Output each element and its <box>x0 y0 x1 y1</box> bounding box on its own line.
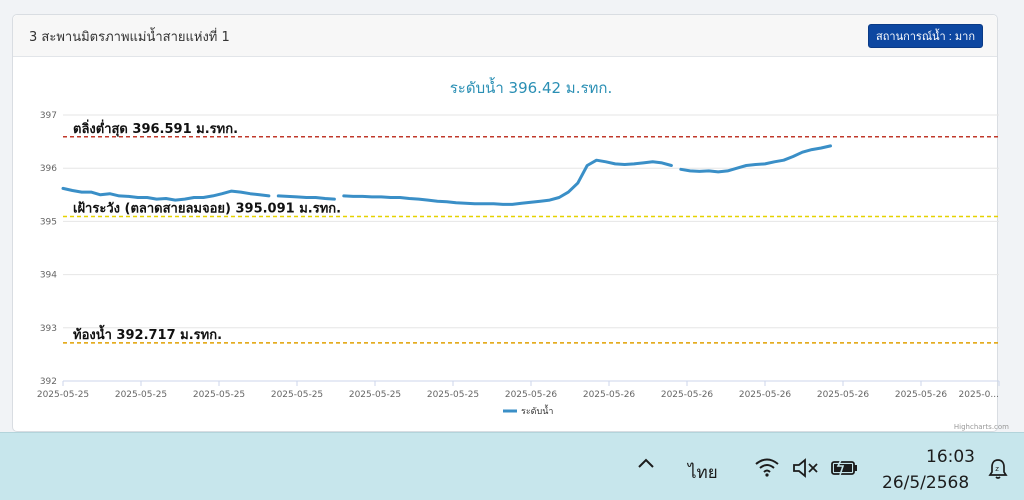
battery-icon[interactable] <box>830 457 860 481</box>
legend-label[interactable]: ระดับน้ำ <box>521 404 553 417</box>
chevron-up-icon[interactable] <box>636 455 656 474</box>
card-header: 3 สะพานมิตรภาพแม่น้ำสายแห่งที่ 1 สถานการ… <box>13 15 997 57</box>
chart-title: ระดับน้ำ 396.42 ม.รทก. <box>450 77 613 97</box>
x-tick-label: 2025-05-25 <box>349 390 401 400</box>
y-tick-label: 397 <box>40 111 57 121</box>
water-status-button[interactable]: สถานการณ์น้ำ : มาก <box>868 24 983 48</box>
clock-time[interactable]: 16:03 <box>926 447 975 467</box>
water-level-card: 3 สะพานมิตรภาพแม่น้ำสายแห่งที่ 1 สถานการ… <box>12 14 1009 432</box>
notification-icon[interactable]: z <box>986 457 1010 485</box>
x-tick-label: 2025-05-25 <box>427 390 479 400</box>
station-title: 3 สะพานมิตรภาพแม่น้ำสายแห่งที่ 1 <box>29 30 230 45</box>
series-line <box>679 144 832 174</box>
y-tick-label: 395 <box>40 217 57 227</box>
x-tick-label: 2025-05-26 <box>817 390 870 400</box>
speaker-muted-icon[interactable] <box>792 458 820 482</box>
y-tick-label: 396 <box>40 164 57 174</box>
x-tick-label: 2025-05-26 <box>505 390 558 400</box>
credits-link[interactable]: Highcharts.com <box>954 423 1009 431</box>
x-tick-label: 2025-05-26 <box>739 390 792 400</box>
clock-date[interactable]: 26/5/2568 <box>882 473 970 493</box>
plot-line-label: เฝ้าระวัง (ตลาดสายลมจอย) 395.091 ม.รทก. <box>73 201 341 217</box>
x-tick-label: 2025-05-26 <box>895 390 948 400</box>
plot-line-label: ท้องน้ำ 392.717 ม.รทก. <box>73 324 222 343</box>
series-line <box>61 186 271 202</box>
series-line <box>276 194 336 201</box>
x-tick-label: 2025-05-25 <box>271 390 323 400</box>
x-tick-label: 2025-05-25 <box>193 390 245 400</box>
y-tick-label: 394 <box>40 271 57 281</box>
svg-text:z: z <box>995 465 999 473</box>
water-level-chart: ระดับน้ำ 396.42 ม.รทก. 392 393 394 395 396 397… <box>37 77 1009 431</box>
x-tick-label: 2025-05-26 <box>661 390 714 400</box>
plot-line-label: ตลิ่งต่ำสุด 396.591 ม.รทก. <box>73 119 238 137</box>
y-tick-label: 392 <box>40 377 57 387</box>
language-indicator[interactable]: ไทย <box>688 463 718 483</box>
taskbar: ไทย 16:03 26/5/2568 z <box>0 432 1024 500</box>
x-tick-label: 2025-05-25 <box>37 390 89 400</box>
series-line <box>342 158 673 206</box>
wifi-icon[interactable] <box>754 457 780 481</box>
x-tick-label: 2025-05-25 <box>115 390 167 400</box>
y-tick-label: 393 <box>40 324 57 334</box>
x-tick-label: 2025-05-26 <box>583 390 636 400</box>
x-tick-label: 2025-0... <box>959 390 999 400</box>
